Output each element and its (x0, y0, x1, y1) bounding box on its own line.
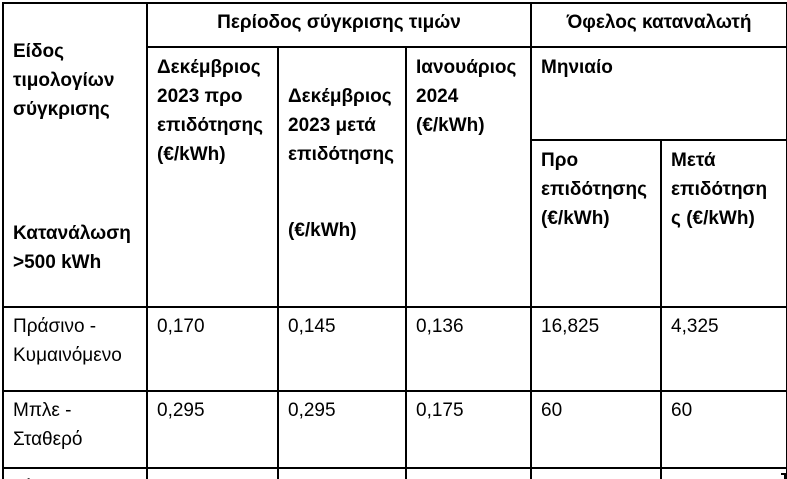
table-row-green-variable: Πράσινο - Κυμαινόμενο 0,170 0,145 0,136 … (2, 306, 787, 392)
value-dec2023-pre: 0,170 (146, 306, 279, 392)
header-cell-benefit-pre-subsidy: Προ επιδότησης (€/kWh) (530, 138, 663, 309)
consumption-label: Κατανάλωση >500 kWh (13, 223, 131, 273)
tariff-type-label: Είδος τιμολογίων σύγκρισης (13, 41, 115, 120)
value-dec2023-post: 0,145 (277, 306, 407, 392)
value-dec2023-post: 0,145 (277, 467, 407, 479)
header-cell-dec2023-pre-subsidy: Δεκέμβριος 2023 προ επιδότησης (€/kWh) (146, 46, 279, 308)
table-corner-mark (781, 473, 786, 479)
header-cell-monthly: Μηνιαίο (530, 46, 787, 141)
table-row-yellow-variable: Κίτρινο - Κυμαινόμενο 0,17 0,145 0,12653… (2, 467, 787, 479)
table-row-blue-fixed: Μπλε - Σταθερό 0,295 0,295 0,175 60 60 (2, 390, 787, 469)
value-benefit-pre: 21,735 (530, 467, 663, 479)
header-row-groups: Είδος τιμολογίων σύγκρισης Κατανάλωση >5… (2, 2, 787, 308)
value-jan2024: 0,175 (404, 390, 533, 469)
dec2023-post-subsidy-unit: (€/kWh) (288, 220, 357, 241)
header-row-monthly: Δεκέμβριος 2023 προ επιδότησης (€/kWh) Δ… (3, 46, 787, 308)
header-row-subsidy-split: Προ επιδότησης (€/kWh) Μετά επιδότηση ς … (3, 138, 787, 309)
header-group-price-comparison-period: Περίοδος σύγκρισης τιμών (145, 2, 533, 48)
header-cell-dec2023-post-subsidy: Δεκέμβριος 2023 μετά επιδότησης (€/kWh) (277, 46, 407, 308)
value-benefit-post: 9,235 (660, 467, 787, 479)
header-cell-jan2024: Ιανουάριος 2024 (€/kWh) (404, 46, 533, 308)
tariff-label: Πράσινο - Κυμαινόμενο (2, 306, 148, 392)
value-jan2024: 0,12653 (404, 467, 533, 479)
value-dec2023-pre: 0,17 (146, 467, 279, 479)
tariff-label: Μπλε - Σταθερό (2, 390, 148, 469)
tariff-label: Κίτρινο - Κυμαινόμενο (2, 467, 148, 479)
value-benefit-post: 4,325 (660, 306, 787, 392)
value-benefit-pre: 16,825 (530, 306, 663, 392)
header-cell-benefit-post-subsidy: Μετά επιδότηση ς (€/kWh) (660, 138, 787, 309)
dec2023-post-subsidy-label: Δεκέμβριος 2023 μετά επιδότησης (288, 86, 395, 165)
value-dec2023-pre: 0,295 (146, 390, 279, 469)
value-jan2024: 0,136 (404, 306, 533, 392)
value-benefit-pre: 60 (530, 390, 663, 469)
header-group-consumer-benefit: Όφελος καταναλωτή (530, 2, 787, 48)
header-cell-tariff-type: Είδος τιμολογίων σύγκρισης Κατανάλωση >5… (2, 2, 148, 308)
value-benefit-post: 60 (660, 390, 787, 469)
value-dec2023-post: 0,295 (277, 390, 407, 469)
